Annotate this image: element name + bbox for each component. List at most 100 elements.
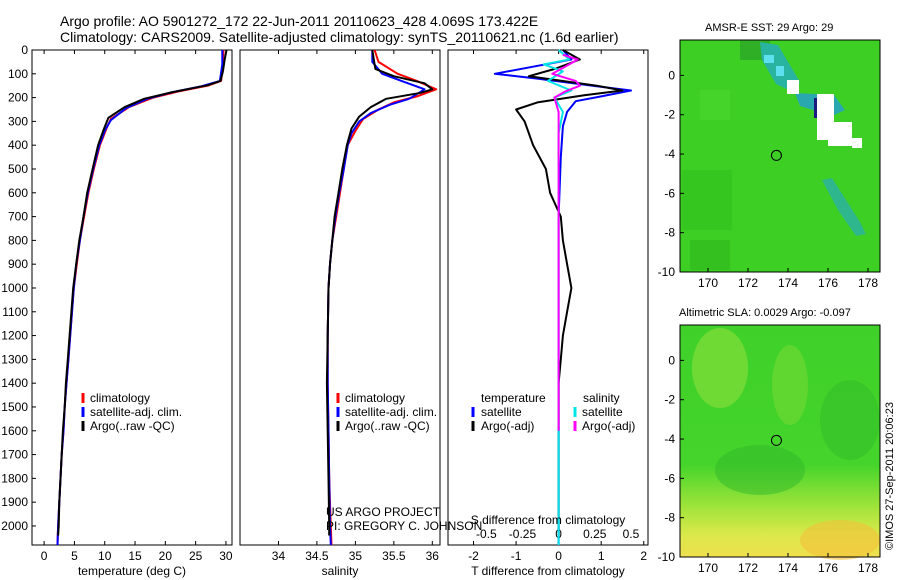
project-annotation: US ARGO PROJECT [326, 505, 441, 519]
legend-temperature-title: temperature [481, 391, 546, 405]
x-tick-label: 178 [858, 561, 878, 575]
x-tick-label: 172 [738, 276, 758, 290]
legend-s-argo-label: Argo(-adj) [582, 419, 635, 433]
sla-map-warm [800, 520, 880, 560]
sla-map-panel: Altimetric SLA: 0.0029 Argo: -0.097 170 1… [658, 307, 881, 575]
y-tick-label: 1600 [1, 424, 28, 438]
salinity-difference-label: S difference from climatology [471, 513, 626, 527]
x-tick-label: 2 [640, 549, 647, 563]
sst-no-data-patch [828, 122, 852, 146]
legend-satellite-label: satellite-adj. clim. [90, 405, 182, 419]
salinity-xlabel: salinity [322, 564, 359, 578]
x-tick-label: 25 [189, 549, 203, 563]
x-tick-label: 34 [272, 549, 286, 563]
sla-map-low [715, 445, 805, 495]
y-tick-label: -4 [664, 147, 675, 161]
sla-map-ticks: 170 172 174 176 178 0 -2 -4 -6 -8 -10 [658, 353, 879, 575]
legend-climatology-label: climatology [90, 391, 150, 405]
sst-no-data-patch [852, 138, 862, 148]
y-tick-label: -6 [664, 186, 675, 200]
depth-tick-labels: 0 100 200 300 400 500 600 700 800 900 1000 1100 1200… [1, 43, 36, 533]
x-tick-label: 174 [778, 276, 798, 290]
x-tick-label: 35 [349, 549, 363, 563]
difference-axes-frame [447, 49, 649, 546]
y-tick-label: 700 [8, 210, 28, 224]
x-tick-label: 176 [818, 276, 838, 290]
sla-map-title: Altimetric SLA: 0.0029 Argo: -0.097 [679, 307, 851, 319]
y-tick-label: -4 [664, 432, 675, 446]
sst-map-patch [690, 240, 730, 270]
series-line [493, 49, 632, 545]
temperature-xlabel: temperature (deg C) [78, 564, 186, 578]
sst-map-field [680, 40, 880, 272]
x-tick-label: 178 [858, 276, 878, 290]
temperature-difference-ticks: -2 -1 0 1 2 [468, 50, 647, 563]
y-tick-label: 0 [21, 43, 28, 57]
legend-t-argo-label: Argo(-adj) [481, 419, 534, 433]
x-tick-label: 0 [555, 549, 562, 563]
series-line [56, 49, 225, 546]
legend-argo-label: Argo(..raw -QC) [90, 419, 175, 433]
y-tick-label: 1100 [2, 305, 28, 319]
y-tick-label: 2000 [1, 519, 28, 533]
y-tick-label: 400 [8, 138, 28, 152]
sst-map-frame [679, 39, 881, 273]
legend-argo-label: Argo(..raw -QC) [345, 419, 430, 433]
s-tick-label: 0.25 [583, 527, 607, 541]
y-tick-label: 900 [8, 257, 28, 271]
figure-title-line1: Argo profile: AO 5901272_172 22-Jun-2011… [60, 13, 538, 29]
x-tick-label: 0 [41, 549, 48, 563]
temperature-legend: climatology satellite-adj. clim. Argo(..… [81, 391, 182, 433]
legend-t-satellite-label: satellite [481, 405, 522, 419]
x-tick-label: 20 [159, 549, 173, 563]
y-tick-label: -10 [658, 265, 676, 279]
series-line [56, 50, 224, 546]
argo-float-marker [770, 434, 782, 446]
difference-panel: -0.5 -0.25 0 0.25 0.5 -2 -1 0 1 2 S difference f… [447, 49, 649, 578]
series-line [542, 49, 573, 545]
x-tick-label: -1 [511, 549, 522, 563]
salinity-x-ticks: 34 34.5 35 35.5 36 [272, 50, 440, 563]
x-tick-label: 34.5 [305, 549, 329, 563]
y-tick-label: -2 [664, 393, 675, 407]
x-tick-label: 30 [219, 549, 233, 563]
y-tick-label: 1300 [1, 352, 28, 366]
y-tick-label: 1900 [1, 495, 28, 509]
y-tick-label: -8 [664, 511, 675, 525]
y-tick-label: 1700 [1, 448, 28, 462]
x-tick-label: 15 [128, 549, 142, 563]
y-tick-label: -10 [658, 550, 676, 564]
argo-float-marker [770, 149, 782, 161]
sla-map-low [820, 380, 880, 460]
y-tick-label: 800 [8, 233, 28, 247]
difference-profiles [493, 49, 632, 545]
y-tick-label: 1400 [1, 376, 28, 390]
sst-map-ticks: 170 172 174 176 178 0 -2 -4 -6 -8 -10 [658, 68, 879, 290]
series-line [326, 49, 438, 546]
difference-legend: temperature salinity satellite Argo(-adj… [471, 391, 635, 433]
temperature-difference-label: T difference from climatology [471, 564, 625, 578]
y-tick-label: 0 [668, 68, 675, 82]
y-tick-label: 300 [8, 114, 28, 128]
sst-cloud-streak [822, 178, 866, 236]
y-tick-label: 500 [8, 162, 28, 176]
x-tick-label: 10 [98, 549, 112, 563]
s-tick-label: 0.5 [623, 527, 640, 541]
x-tick-label: 35.5 [382, 549, 406, 563]
legend-salinity-title: salinity [583, 391, 620, 405]
series-line [551, 53, 581, 431]
y-tick-label: -8 [664, 226, 675, 240]
x-tick-label: 176 [818, 561, 838, 575]
x-tick-label: 170 [698, 276, 718, 290]
temperature-x-ticks: 0 5 10 15 20 25 30 [41, 50, 233, 563]
x-tick-label: 5 [71, 549, 78, 563]
y-tick-label: 1800 [1, 471, 28, 485]
x-tick-label: 172 [738, 561, 758, 575]
y-tick-label: -2 [664, 108, 675, 122]
y-tick-label: 200 [8, 91, 28, 105]
x-tick-label: 1 [598, 549, 605, 563]
salinity-legend: climatology satellite-adj. clim. Argo(..… [336, 391, 437, 433]
x-tick-label: 36 [426, 549, 440, 563]
sla-map-field [680, 325, 880, 560]
